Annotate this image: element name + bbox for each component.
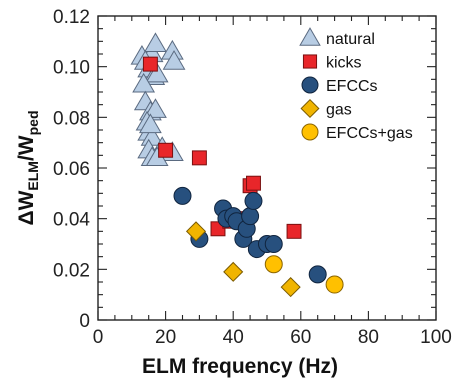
point-natural (144, 32, 167, 53)
data-points (130, 32, 344, 298)
point-efccs-gas (325, 275, 344, 294)
legend-label-efccs: EFCCs (326, 78, 378, 95)
point-efccs (173, 186, 192, 205)
point-gas (185, 221, 207, 242)
point-natural (132, 72, 156, 93)
x-axis: 0 20 40 60 80 100 (93, 16, 452, 348)
point-kicks (158, 142, 174, 158)
legend: natural kicks EFCCs gas EFCCs+gas (299, 27, 413, 142)
y-axis-title: ΔWELM/Wped (15, 110, 41, 225)
y-tick-label: 0.08 (53, 108, 90, 129)
point-natural (138, 113, 162, 134)
point-gas (280, 277, 301, 298)
x-tick-label: 40 (223, 327, 244, 348)
point-kicks (286, 223, 302, 239)
point-natural (145, 62, 169, 83)
point-kicks (246, 175, 261, 191)
point-natural (162, 50, 186, 70)
point-kicks (191, 150, 207, 166)
point-kicks (142, 56, 158, 72)
legend-marker-kicks (302, 54, 318, 69)
point-efccs (244, 191, 263, 210)
legend-marker-gas (300, 98, 320, 119)
y-axis: 0 0.02 0.04 0.06 0.08 0.10 0.12 (53, 7, 436, 332)
legend-label-natural: natural (326, 31, 375, 48)
legend-marker-efccs-gas (301, 123, 319, 141)
y-tick-label: 0.02 (53, 260, 90, 281)
y-axis-title-text: ΔWELM/Wped (15, 110, 41, 225)
point-efccs (241, 207, 260, 226)
y-tick-label: 0.12 (53, 7, 90, 28)
legend-marker-natural (299, 27, 321, 46)
x-tick-label: 60 (290, 327, 311, 348)
y-tick-label: 0.04 (53, 210, 90, 231)
y-tick-label: 0 (79, 311, 90, 332)
point-efccs-gas (264, 255, 283, 274)
point-natural (144, 98, 167, 118)
legend-label-efccs-gas: EFCCs+gas (326, 125, 413, 142)
y-tick-label: 0.06 (53, 159, 90, 180)
point-efccs (264, 235, 283, 253)
legend-marker-efccs (301, 76, 319, 94)
point-efccs (308, 265, 327, 284)
legend-label-kicks: kicks (326, 55, 362, 72)
x-tick-label: 20 (155, 327, 176, 348)
point-gas (223, 261, 244, 282)
x-tick-label: 100 (420, 327, 452, 348)
y-tick-label: 0.10 (53, 58, 90, 79)
x-axis-title: ELM frequency (Hz) (142, 355, 338, 378)
x-tick-label: 0 (93, 327, 104, 348)
x-tick-label: 80 (358, 327, 379, 348)
legend-label-gas: gas (326, 102, 352, 119)
